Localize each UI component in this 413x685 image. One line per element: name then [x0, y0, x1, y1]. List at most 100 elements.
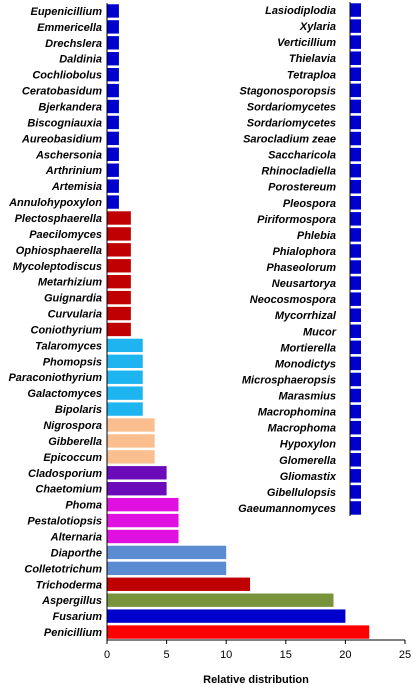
inset-label-piriformospora: Piriformospora — [257, 214, 336, 226]
main-bars — [107, 4, 370, 639]
bar-paecilomyces — [107, 227, 131, 241]
category-label-paecilomyces: Paecilomyces — [29, 229, 102, 241]
category-label-diaporthe: Diaporthe — [51, 547, 102, 559]
category-label-mycoleptodiscus: Mycoleptodiscus — [13, 261, 102, 273]
bar-coniothyrium — [107, 322, 131, 337]
category-label-drechslera: Drechslera — [45, 38, 102, 50]
inset-bar-mucor — [350, 324, 361, 339]
inset-bar-piriformospora — [350, 212, 361, 226]
category-label-ceratobasidum: Ceratobasidum — [22, 86, 102, 98]
inset-bar-phaseolorum — [350, 260, 361, 274]
bar-nigrospora — [107, 418, 155, 432]
inset-bar-pleospora — [350, 196, 361, 210]
category-label-pestalotiopsis: Pestalotiopsis — [27, 516, 102, 528]
inset-label-hypoxylon: Hypoxylon — [280, 439, 337, 451]
inset-bar-microsphaeropsis — [350, 372, 361, 387]
inset-label-phialophora: Phialophora — [272, 246, 336, 258]
inset-label-sarocladium-zeae: Sarocladium zeae — [243, 134, 336, 146]
bar-pestalotiopsis — [107, 513, 179, 528]
category-label-daldinia: Daldinia — [59, 54, 102, 66]
bar-aureobasidium — [107, 131, 119, 146]
inset-label-porostereum: Porostereum — [268, 182, 336, 194]
inset-label-verticillium: Verticillium — [277, 37, 336, 49]
bar-trichoderma — [107, 577, 251, 591]
category-label-eupenicillium: Eupenicillium — [30, 6, 102, 18]
bar-arthrinium — [107, 163, 119, 177]
category-label-cladosporium: Cladosporium — [28, 468, 102, 480]
inset-label-lasiodiplodia: Lasiodiplodia — [265, 5, 336, 17]
inset-bar-saccharicola — [350, 147, 361, 162]
inset-bar-glomerella — [350, 453, 361, 467]
category-label-penicillium: Penicillium — [44, 627, 102, 639]
inset-label-glomerella: Glomerella — [279, 455, 336, 467]
main-category-labels: Eupenicillium Emmericella Drechslera Daldin… — [8, 6, 102, 639]
bar-penicillium — [107, 625, 370, 639]
category-label-cochliobolus: Cochliobolus — [32, 70, 102, 82]
bar-drechslera — [107, 36, 119, 50]
inset-bar-monodictys — [350, 356, 361, 371]
x-tick-label: 25 — [399, 649, 411, 661]
inset-label-neusartorya: Neusartorya — [272, 278, 336, 290]
inset-category-labels: Lasiodiplodia Xylaria Verticillium Thielavi… — [238, 5, 337, 515]
inset-bar-macrophoma — [350, 420, 361, 435]
category-label-aureobasidium: Aureobasidium — [21, 133, 102, 145]
bar-phoma — [107, 497, 179, 512]
category-label-trichoderma: Trichoderma — [36, 579, 102, 591]
inset-bar-mortierella — [350, 340, 361, 355]
inset-label-neocosmospora: Neocosmospora — [250, 294, 336, 306]
category-label-ophiosphaerella: Ophiosphaerella — [16, 245, 102, 257]
inset-label-tetraploa: Tetraploa — [287, 69, 336, 81]
category-label-paraconiothyrium: Paraconiothyrium — [8, 372, 102, 384]
inset-label-gliomastix: Gliomastix — [280, 471, 337, 483]
category-label-artemisia: Artemisia — [51, 181, 102, 193]
bar-diaporthe — [107, 545, 227, 560]
bar-mycoleptodiscus — [107, 259, 131, 273]
bar-colletotrichum — [107, 561, 227, 576]
inset-bar-porostereum — [350, 179, 361, 194]
inset-bar-xylaria — [350, 19, 361, 33]
x-tick-label: 15 — [280, 649, 292, 661]
bar-ceratobasidum — [107, 83, 119, 98]
bar-emmericella — [107, 20, 119, 34]
inset-bar-rhinocladiella — [350, 163, 361, 178]
inset-bar-sordariomycetes — [350, 99, 361, 114]
category-label-guignardia: Guignardia — [44, 293, 102, 305]
inset-label-xylaria: Xylaria — [299, 21, 336, 33]
inset-label-macrophomina: Macrophomina — [258, 407, 336, 419]
bar-biscogniauxia — [107, 115, 119, 130]
bar-bipolaris — [107, 402, 143, 416]
inset-label-phaseolorum: Phaseolorum — [266, 262, 336, 274]
inset-bar-verticillium — [350, 35, 361, 49]
inset-bar-marasmius — [350, 388, 361, 403]
bar-bjerkandera — [107, 99, 119, 114]
inset-bar-neusartorya — [350, 276, 361, 290]
bar-annulohypoxylon — [107, 195, 119, 209]
inset-label-mortierella: Mortierella — [280, 342, 336, 354]
inset-label-pleospora: Pleospora — [283, 198, 336, 210]
category-label-annulohypoxylon: Annulohypoxylon — [8, 197, 102, 209]
bar-paraconiothyrium — [107, 370, 143, 384]
category-label-bjerkandera: Bjerkandera — [38, 102, 102, 114]
inset-bar-gibellulopsis — [350, 485, 361, 499]
inset-bar-phlebia — [350, 228, 361, 242]
inset-label-sordariomycetes: Sordariomycetes — [247, 117, 336, 129]
inset-bar-macrophomina — [350, 404, 361, 419]
bar-artemisia — [107, 179, 119, 193]
bar-gibberella — [107, 434, 155, 448]
inset-bar-gaeumannomyces — [350, 501, 361, 515]
category-label-phomopsis: Phomopsis — [43, 356, 102, 368]
category-label-aschersonia: Aschersonia — [35, 149, 102, 161]
category-label-phoma: Phoma — [65, 500, 102, 512]
category-label-metarhizium: Metarhizium — [38, 277, 102, 289]
bar-alternaria — [107, 529, 179, 544]
inset-bars — [350, 3, 361, 515]
category-label-biscogniauxia: Biscogniauxia — [27, 117, 102, 129]
bar-aspergillus — [107, 593, 334, 607]
inset-label-mucor: Mucor — [303, 326, 337, 338]
x-axis-title: Relative distribution — [203, 674, 309, 685]
inset-bar-stagonosporopsis — [350, 83, 361, 98]
inset-label-gibellulopsis: Gibellulopsis — [267, 487, 336, 499]
inset-label-phlebia: Phlebia — [297, 230, 336, 242]
bar-aschersonia — [107, 147, 119, 161]
category-label-gibberella: Gibberella — [48, 436, 102, 448]
